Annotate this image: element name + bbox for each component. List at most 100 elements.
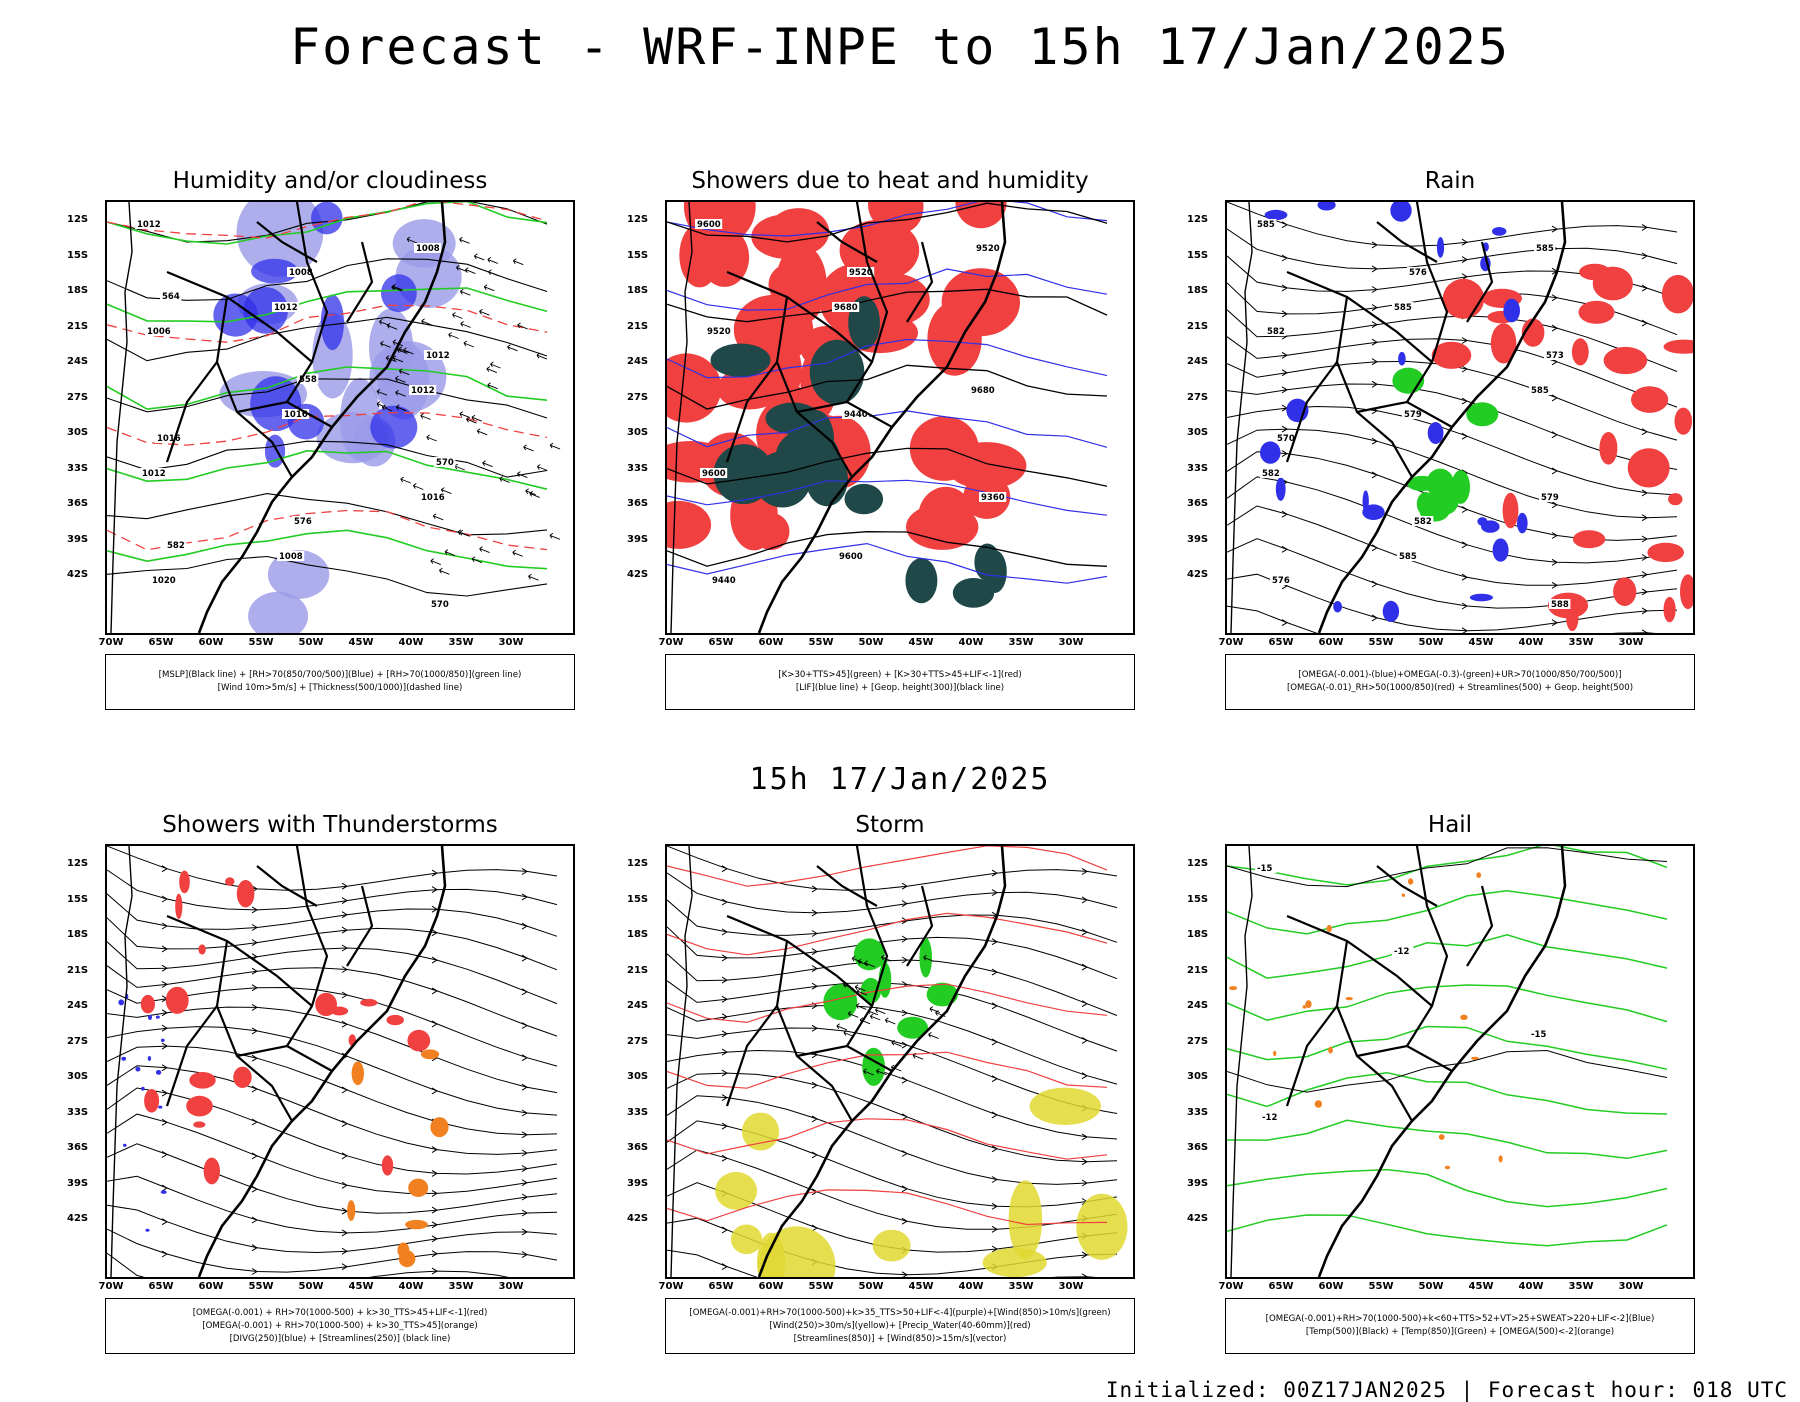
streamline-arrow [901,1185,908,1193]
lifted-index-line [667,268,1108,311]
contour-label-bg [1544,350,1566,360]
latitude-label: 30S [627,1071,649,1082]
rh-area-dark [311,202,343,235]
precip-water-line [667,912,1108,956]
longitude-label: 45W [348,1281,374,1292]
contour-label-bg [832,302,860,312]
streamline-850 [667,1072,1118,1163]
wind-vector [471,556,483,564]
border-line [796,1044,893,1072]
longitude-label: 35W [1568,1281,1594,1292]
streamline-arrow [161,895,168,903]
streamline-arrow [251,1003,258,1011]
streamline-arrow [901,956,908,964]
wind-vector [523,444,534,452]
convective-area [918,486,974,547]
streamline-arrow [341,1181,348,1189]
streamline-arrow [811,965,818,973]
map-showers-heat[interactable]: 9600 9680 9680 9600 9600 9520 9520 9440 9360 9440… [665,200,1135,635]
contour-label: 9600 [697,220,721,230]
streamline-arrow [991,1225,998,1233]
divergence-mark [118,999,124,1006]
streamline-arrow [251,1216,258,1224]
longitude-label: 60W [758,1281,784,1292]
convective-area [941,268,1020,337]
wind-vector [448,332,459,339]
longitude-label: 35W [448,1281,474,1292]
omega-rh-area [1442,278,1485,319]
omega-500-mark [1305,1000,1312,1008]
panel-hail: Hail -15 -12 -15 -12 [OMEGA(-0.001)+RH>70(1… [1187,812,1695,1354]
streamline-arrow [341,1120,348,1128]
jet-250-area [982,1247,1047,1277]
map-canvas: 1012 1012 1012 1012 1008 1008 1006 1016 1016 1020… [107,202,561,633]
panel-title: Humidity and/or cloudiness [172,168,488,194]
streamline-arrow [901,1217,908,1225]
thunderstorm-area [186,1095,213,1117]
streamline-arrow [521,1251,528,1259]
omega-rh-area [1647,542,1684,563]
streamline-arrow [1371,471,1378,479]
streamline-arrow [251,924,258,931]
wind-vector [876,1068,887,1076]
longitude-label: 70W [98,637,124,648]
streamline-arrow [521,1228,528,1236]
longitude-label: 65W [148,637,174,648]
streamline-arrow [901,1041,908,1049]
map-thunderstorms[interactable] [105,844,575,1279]
wind-850-area [897,1016,928,1039]
geopotential-line [667,288,1108,323]
contour-label-bg [1529,1029,1551,1039]
wind-vector [465,267,476,275]
streamline-arrow [811,1224,818,1232]
thunderstorm-area [175,893,183,919]
streamline-arrow [521,954,528,962]
streamline-arrow [431,869,438,877]
contour-label: -15 [1257,864,1272,874]
wind-vector [391,284,402,292]
latitude-label: 33S [627,1106,649,1118]
map-storm[interactable] [665,844,1135,1279]
border-line [166,270,313,363]
omega-area [1333,601,1342,613]
contour-label: 570 [431,600,449,610]
omega-area [1492,538,1509,562]
contour-label: 1012 [274,303,298,313]
streamline-arrow [251,1185,258,1193]
contour-label-bg [1534,243,1556,253]
wind-vector [884,1017,896,1025]
streamline-arrow [901,1113,908,1121]
streamline-arrow [1461,627,1468,633]
streamline-arrow [991,1145,998,1153]
wind-vector [473,253,485,261]
streamline-arrow [1081,1072,1088,1080]
wind-vector [406,236,418,244]
map-rain[interactable]: 585 585 585 582 585 585 582 579 579 576 576 573 570 5… [1225,200,1695,635]
contour-label: -12 [1394,947,1409,957]
contour-label: 576 [294,517,312,527]
latitude-label: 27S [627,391,649,403]
contour-label-bg [135,219,163,229]
longitude-label: 55W [248,1281,274,1292]
map-hail[interactable]: -15 -12 -15 -12 [1225,844,1695,1279]
thunderstorm-area [381,1155,394,1176]
border-line [725,1005,778,1107]
streamline-arrow [1281,310,1288,318]
mslp-isobar [107,493,548,536]
streamline-850 [667,953,1118,1016]
latitude-label: 21S [627,320,649,332]
longitude-label: 40W [958,637,984,648]
omega-rh-area [1674,407,1693,435]
omega-rh-area [1663,339,1693,354]
streamline-arrow [1551,225,1558,233]
streamline-arrow [1081,1179,1088,1187]
streamline-arrow [1551,294,1558,302]
wind-vector [512,258,524,266]
latitude-label: 24S [67,1000,89,1011]
map-humidity[interactable]: 1012 1012 1012 1012 1008 1008 1006 1016 1016 1020… [105,200,575,635]
streamline-arrow [811,1151,818,1159]
border-line [726,914,873,1007]
wind-vector [471,414,483,422]
streamline-arrow [1371,380,1378,388]
legend-box: [OMEGA(-0.001)+RH>70(1000-500)+k<60+TTS>… [1225,1298,1695,1354]
